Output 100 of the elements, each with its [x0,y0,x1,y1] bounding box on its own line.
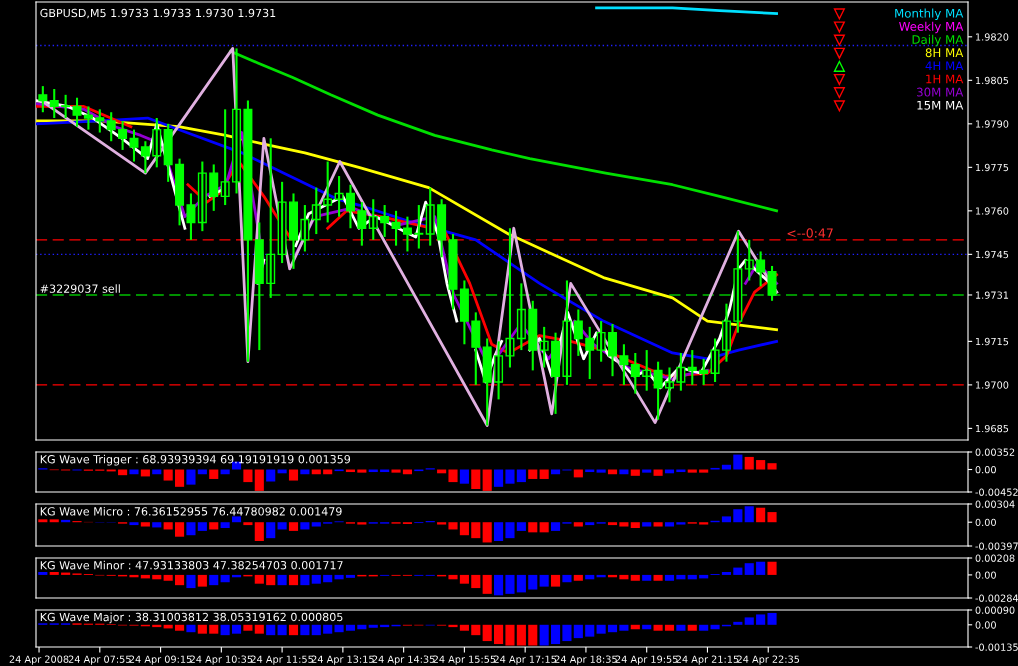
bar [175,624,185,631]
bar [311,624,321,636]
bar [266,469,276,482]
bar [357,522,367,525]
bar [266,624,276,636]
bar [630,624,640,630]
bar [357,469,367,473]
bar [231,624,242,634]
y-tick-label: 1.9700 [976,381,1009,389]
bar [550,522,561,531]
bar [254,522,264,542]
bar [710,624,720,630]
y-tick-label: 0.00 [975,571,996,579]
bar [516,574,526,593]
chart-title: KG Wave Major : 38.31003812 38.05319162 0.000805 [40,612,343,624]
bar [756,561,766,575]
y-tick-label: -0.00135 [975,643,1018,651]
bar [664,522,675,527]
y-tick-label: 1.9715 [976,337,1009,346]
line-series [229,49,778,213]
bar [539,522,549,533]
bar [38,571,48,575]
y-tick-label: 0.00090 [975,606,1015,614]
bar [505,574,515,594]
bar [482,469,492,491]
bar [334,624,344,633]
bar [767,512,777,523]
bar [197,522,207,531]
text: Daily MA [912,34,964,47]
bar [642,574,652,581]
bar [209,522,219,530]
bar [482,574,492,594]
bar [664,574,675,581]
bar [494,624,504,645]
bar [129,574,139,578]
chart-title: KG Wave Micro : 76.36152955 76.44780982 0.001479 [40,506,342,516]
bar [733,621,743,625]
bar [516,624,526,646]
bar [562,624,572,642]
candlestick [83,105,93,131]
y-tick-label: 1.9820 [976,33,1009,41]
bar [288,574,299,586]
bar [550,624,561,645]
bar [744,617,754,625]
bar [323,624,333,634]
bar [528,522,538,533]
x-tick-label: 24 Apr 09:15 [129,655,192,665]
bar [38,519,48,523]
text: 8H MA [925,48,964,58]
bar [49,519,59,523]
bar [357,624,367,630]
bar [619,522,629,527]
bar [744,506,754,523]
bar [243,522,253,526]
bar [220,574,230,583]
bar [505,624,515,646]
y-tick-label: 0.00 [975,518,996,527]
x-tick-label: 24 Apr 13:15 [311,655,374,665]
bar [607,522,618,526]
bar [448,624,458,628]
bar [140,522,150,527]
x-tick-label: 24 Apr 07:55 [68,655,131,665]
text: 1H MA [926,74,964,84]
bar [687,469,697,473]
bar [231,516,242,523]
bar [209,469,219,479]
bar [699,522,709,525]
chart-title: KG Wave Minor : 47.93133803 47.38254703 0.001717 [40,560,343,570]
bar [505,522,515,539]
bar [186,574,196,589]
x-tick-label: 24 Apr 11:55 [251,655,313,665]
x-tick-label: 24 Apr 17:15 [494,655,557,665]
chart-title: KG Wave Trigger : 68.93939394 69.19191919 0.001359 [40,454,351,466]
y-tick-label: -0.00284 [975,594,1018,602]
bar [676,574,686,580]
bar [664,624,675,631]
y-tick-label: 1.9760 [976,207,1009,215]
bar [653,469,663,476]
bar [300,624,310,636]
bar [630,469,640,476]
bar [197,624,207,634]
bar [687,574,697,580]
bar [607,624,618,633]
bar [630,574,640,581]
x-tick-label: 24 Apr 22:35 [737,655,800,665]
bar [323,574,333,583]
bar [733,567,743,575]
bar [562,574,572,583]
bar [573,574,583,581]
bar [471,522,481,539]
bar [152,522,162,528]
bar [471,574,481,589]
x-tick-label: 24 Apr 14:35 [372,655,435,665]
text: Monthly MA [895,8,964,20]
bar [550,574,561,587]
x-tick-label: 24 Apr 21:15 [676,655,739,665]
bar [197,574,207,587]
bar [699,624,709,631]
bar [448,469,458,483]
x-tick-label: 24 Apr 19:55 [615,655,678,665]
